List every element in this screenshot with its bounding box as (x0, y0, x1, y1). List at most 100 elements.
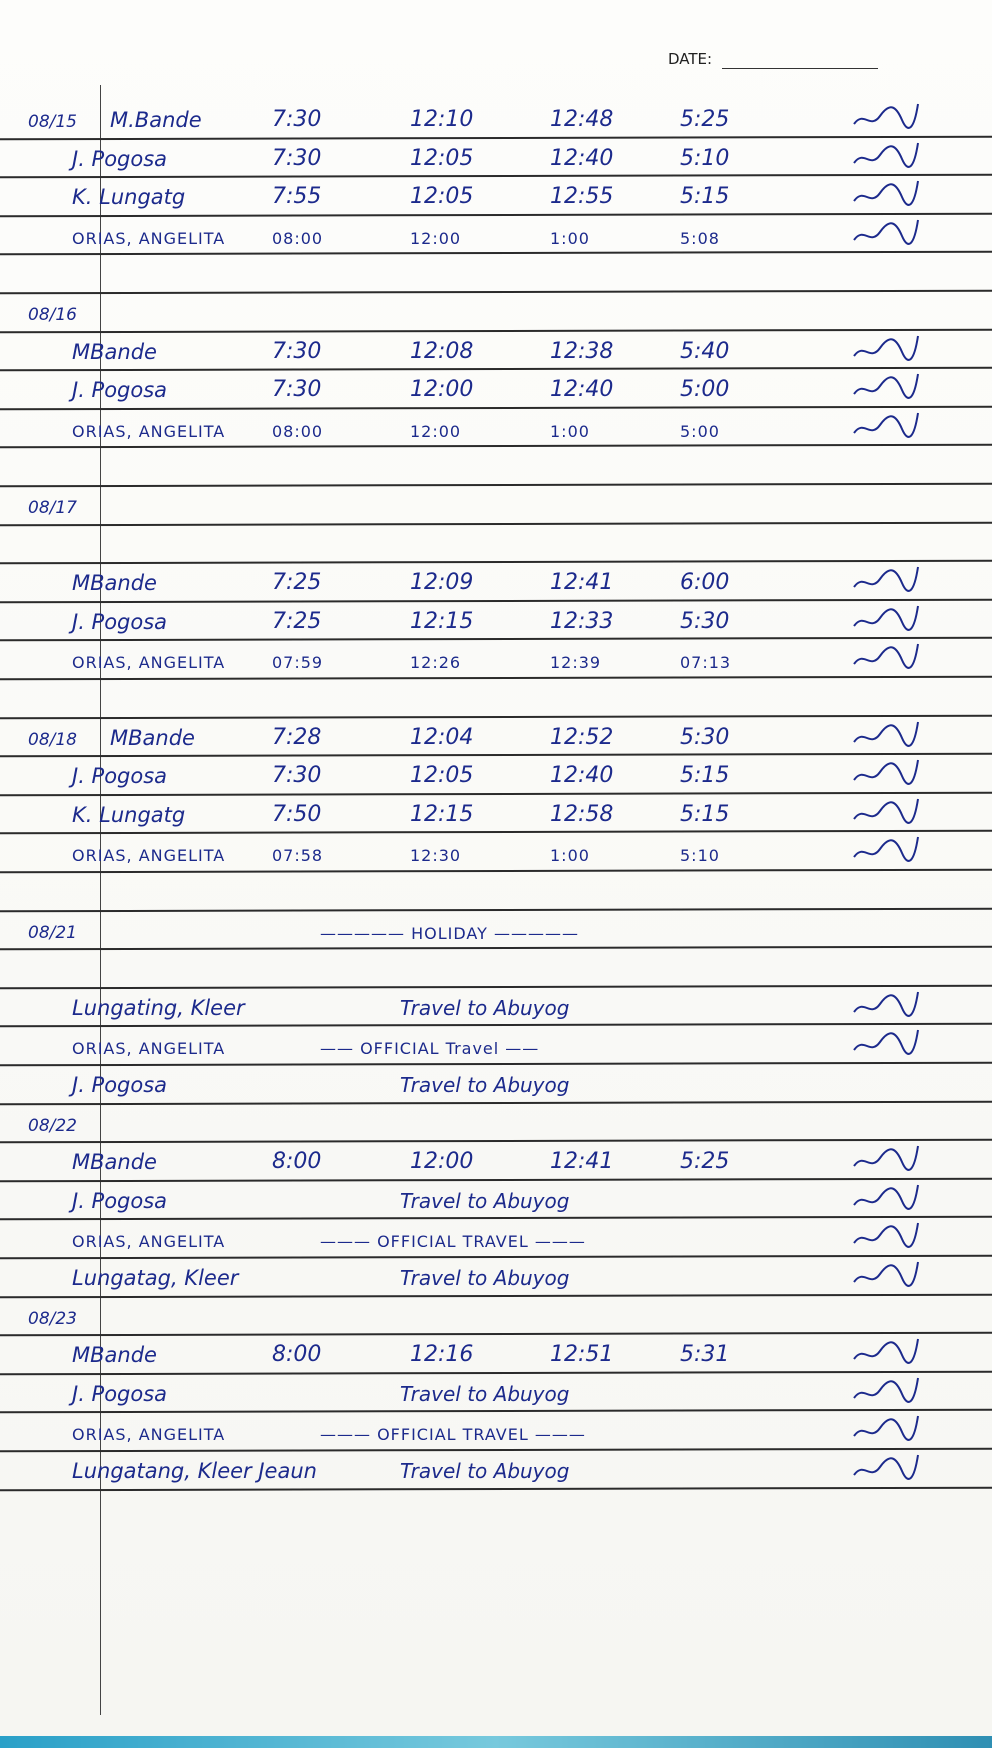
log-row: 08/16 (0, 291, 992, 329)
time-out-am: 12:26 (410, 653, 462, 673)
time-in-pm: 12:38 (550, 338, 614, 364)
time-out-am: 12:00 (410, 228, 462, 248)
log-row (0, 947, 992, 985)
log-row: J. Pogosa Travel to Abuyog (0, 1372, 992, 1410)
time-in-am: 7:28 (272, 724, 322, 750)
employee-name: ORIAS, ANGELITA (72, 1425, 226, 1445)
entry-date: 08/16 (28, 305, 77, 325)
signature-icon (853, 644, 919, 670)
employee-name: MBande (72, 339, 157, 364)
time-out-pm: 5:15 (680, 801, 730, 827)
signature-icon (853, 412, 919, 438)
entry-note: ——— OFFICIAL TRAVEL ——— (320, 1232, 586, 1252)
log-row: J. Pogosa Travel to Abuyog (0, 1063, 992, 1101)
time-in-pm: 12:55 (550, 184, 614, 210)
employee-name: J. Pogosa (72, 146, 168, 171)
time-in-pm: 1:00 (550, 846, 590, 866)
entry-note: Travel to Abuyog (400, 995, 570, 1020)
employee-name: MBande (72, 1343, 157, 1368)
log-row: J. Pogosa 7:30 12:05 12:40 5:15 (0, 754, 992, 792)
log-row (0, 252, 992, 290)
signature-icon (853, 374, 919, 400)
log-row: 08/18 MBande 7:28 12:04 12:52 5:30 (0, 716, 992, 754)
time-out-pm: 5:00 (680, 377, 730, 403)
log-row (0, 523, 992, 561)
log-row: ORIAS, ANGELITA 08:00 12:00 1:00 5:00 (0, 407, 992, 445)
time-out-am: 12:04 (410, 724, 474, 750)
log-row: 08/23 (0, 1295, 992, 1333)
entry-note: —— OFFICIAL Travel —— (320, 1039, 540, 1059)
signature-icon (853, 567, 919, 593)
time-in-am: 8:00 (272, 1342, 322, 1368)
time-in-am: 7:55 (272, 184, 322, 210)
time-in-am: 08:00 (272, 228, 324, 248)
signature-icon (853, 1377, 919, 1403)
entry-note: Travel to Abuyog (400, 1266, 570, 1290)
employee-name: MBande (72, 1150, 157, 1175)
time-out-am: 12:16 (410, 1342, 474, 1368)
time-out-pm: 5:31 (680, 1342, 730, 1368)
date-label: DATE: (668, 50, 713, 68)
signature-icon (853, 1146, 919, 1172)
time-in-am: 7:30 (272, 377, 322, 403)
signature-icon (853, 605, 919, 631)
time-in-am: 7:25 (272, 570, 322, 596)
log-row: K. Lungatg 7:50 12:15 12:58 5:15 (0, 793, 992, 831)
time-in-pm: 12:33 (550, 608, 614, 634)
time-in-pm: 1:00 (550, 228, 590, 248)
employee-name: J. Pogosa (72, 1188, 168, 1213)
time-in-pm: 12:48 (550, 107, 614, 132)
time-out-am: 12:05 (410, 763, 474, 789)
time-out-pm: 5:25 (680, 107, 730, 132)
time-out-pm: 5:10 (680, 145, 730, 171)
time-out-pm: 5:30 (680, 724, 730, 750)
time-in-am: 07:58 (272, 846, 324, 866)
time-out-am: 12:00 (410, 421, 462, 441)
time-out-pm: 07:13 (680, 653, 732, 673)
employee-name: K. Lungatg (72, 802, 186, 827)
time-in-pm: 12:41 (550, 1149, 614, 1175)
time-in-am: 7:25 (272, 608, 322, 634)
employee-name: M.Bande (110, 108, 202, 132)
signature-icon (853, 1416, 919, 1442)
notebook-edge (0, 1736, 992, 1748)
entry-note: Travel to Abuyog (400, 1381, 570, 1406)
time-in-pm: 12:41 (550, 570, 614, 596)
time-in-pm: 12:58 (550, 801, 614, 827)
time-in-am: 7:50 (272, 801, 322, 827)
time-in-am: 7:30 (272, 763, 322, 789)
time-out-am: 12:10 (410, 107, 474, 132)
signature-icon (853, 798, 919, 824)
log-row (0, 677, 992, 715)
log-row: MBande 7:25 12:09 12:41 6:00 (0, 561, 992, 599)
log-row: J. Pogosa 7:25 12:15 12:33 5:30 (0, 600, 992, 638)
employee-name: ORIAS, ANGELITA (72, 228, 226, 248)
log-row: ORIAS, ANGELITA 07:59 12:26 12:39 07:13 (0, 638, 992, 676)
entry-date: 08/22 (28, 1115, 77, 1136)
signature-icon (853, 142, 919, 168)
log-row: J. Pogosa 7:30 12:00 12:40 5:00 (0, 368, 992, 406)
time-out-pm: 5:30 (680, 608, 730, 634)
time-out-am: 12:00 (410, 1149, 474, 1175)
signature-icon (853, 1223, 919, 1249)
employee-name: J. Pogosa (72, 378, 168, 403)
log-row: Lungatag, Kleer Travel to Abuyog (0, 1256, 992, 1294)
entry-date: 08/15 (28, 112, 77, 132)
log-row: J. Pogosa 7:30 12:05 12:40 5:10 (0, 137, 992, 175)
employee-name: Lungatag, Kleer (72, 1266, 239, 1290)
employee-name: J. Pogosa (72, 1073, 168, 1097)
time-in-am: 7:30 (272, 107, 322, 132)
entry-date: 08/18 (28, 729, 77, 750)
time-out-pm: 5:08 (680, 228, 720, 248)
signature-icon (853, 181, 919, 207)
time-out-am: 12:30 (410, 846, 462, 866)
time-in-am: 8:00 (272, 1149, 322, 1175)
entry-note: Travel to Abuyog (400, 1073, 570, 1097)
time-out-pm: 5:25 (680, 1149, 730, 1175)
log-row: J. Pogosa Travel to Abuyog (0, 1179, 992, 1217)
entry-date: 08/17 (28, 498, 77, 518)
entry-note: Travel to Abuyog (400, 1188, 570, 1213)
employee-name: MBande (72, 571, 157, 596)
signature-icon (853, 1339, 919, 1365)
